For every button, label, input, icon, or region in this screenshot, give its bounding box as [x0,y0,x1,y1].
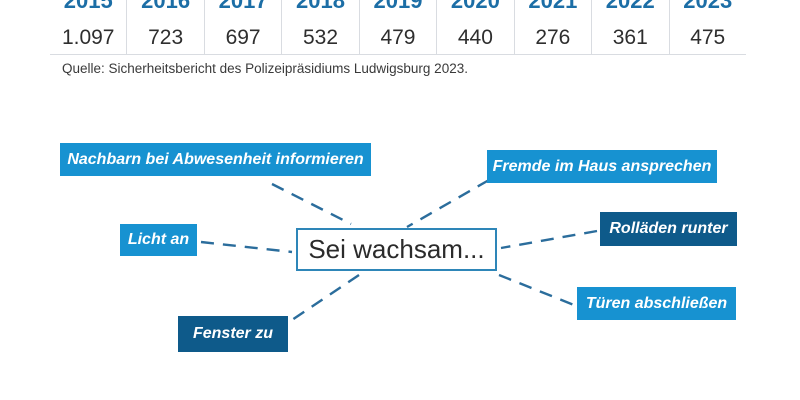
connector-line [498,273,575,307]
table-column: 2020 440 [437,0,515,54]
year-value: 475 [690,26,726,49]
year-value: 276 [535,26,571,49]
connector-line [271,182,352,226]
year-value: 697 [225,26,261,49]
year-value: 532 [303,26,339,49]
year-value: 1.097 [61,26,115,49]
year-value: 723 [148,26,184,49]
connector-line [500,229,598,250]
year-header: 2018 [296,0,345,13]
tip-node-fenster-zu: Fenster zu [178,316,288,352]
year-header: 2016 [141,0,191,13]
year-header: 2023 [683,0,733,13]
source-caption: Quelle: Sicherheitsbericht des Polizeipr… [62,61,468,76]
year-header: 2021 [528,0,578,13]
tip-node-fremde-ansprechen: Fremde im Haus ansprechen [487,150,717,183]
table-column: 2021 276 [515,0,593,54]
year-value: 479 [380,26,416,49]
table-column: 2019 479 [360,0,438,54]
table-column: 2016 723 [127,0,205,54]
connector-line [291,274,360,321]
year-value: 361 [612,26,648,49]
table-column: 2022 361 [592,0,670,54]
year-header: 2022 [605,0,655,13]
tip-node-nachbarn-informieren: Nachbarn bei Abwesenheit informieren [60,143,371,176]
tip-node-tueren-abschliessen: Türen abschließen [577,287,736,320]
tip-node-licht-an: Licht an [120,224,197,256]
year-header: 2019 [373,0,423,13]
table-column: 2015 1.097 [50,0,128,54]
table-column: 2023 475 [670,0,746,54]
table-column: 2017 697 [205,0,283,54]
tip-node-rollaeden-runter: Rolläden runter [600,212,737,246]
stats-table: 2015 1.097 2016 723 2017 697 2018 532 20… [50,0,746,55]
year-header: 2020 [450,0,500,13]
connector-line [200,240,293,254]
year-header: 2015 [63,0,113,13]
year-header: 2017 [218,0,268,13]
mindmap-center-node: Sei wachsam... [296,228,497,271]
year-value: 440 [457,26,493,49]
table-column: 2018 532 [282,0,360,54]
connector-line [406,178,490,229]
